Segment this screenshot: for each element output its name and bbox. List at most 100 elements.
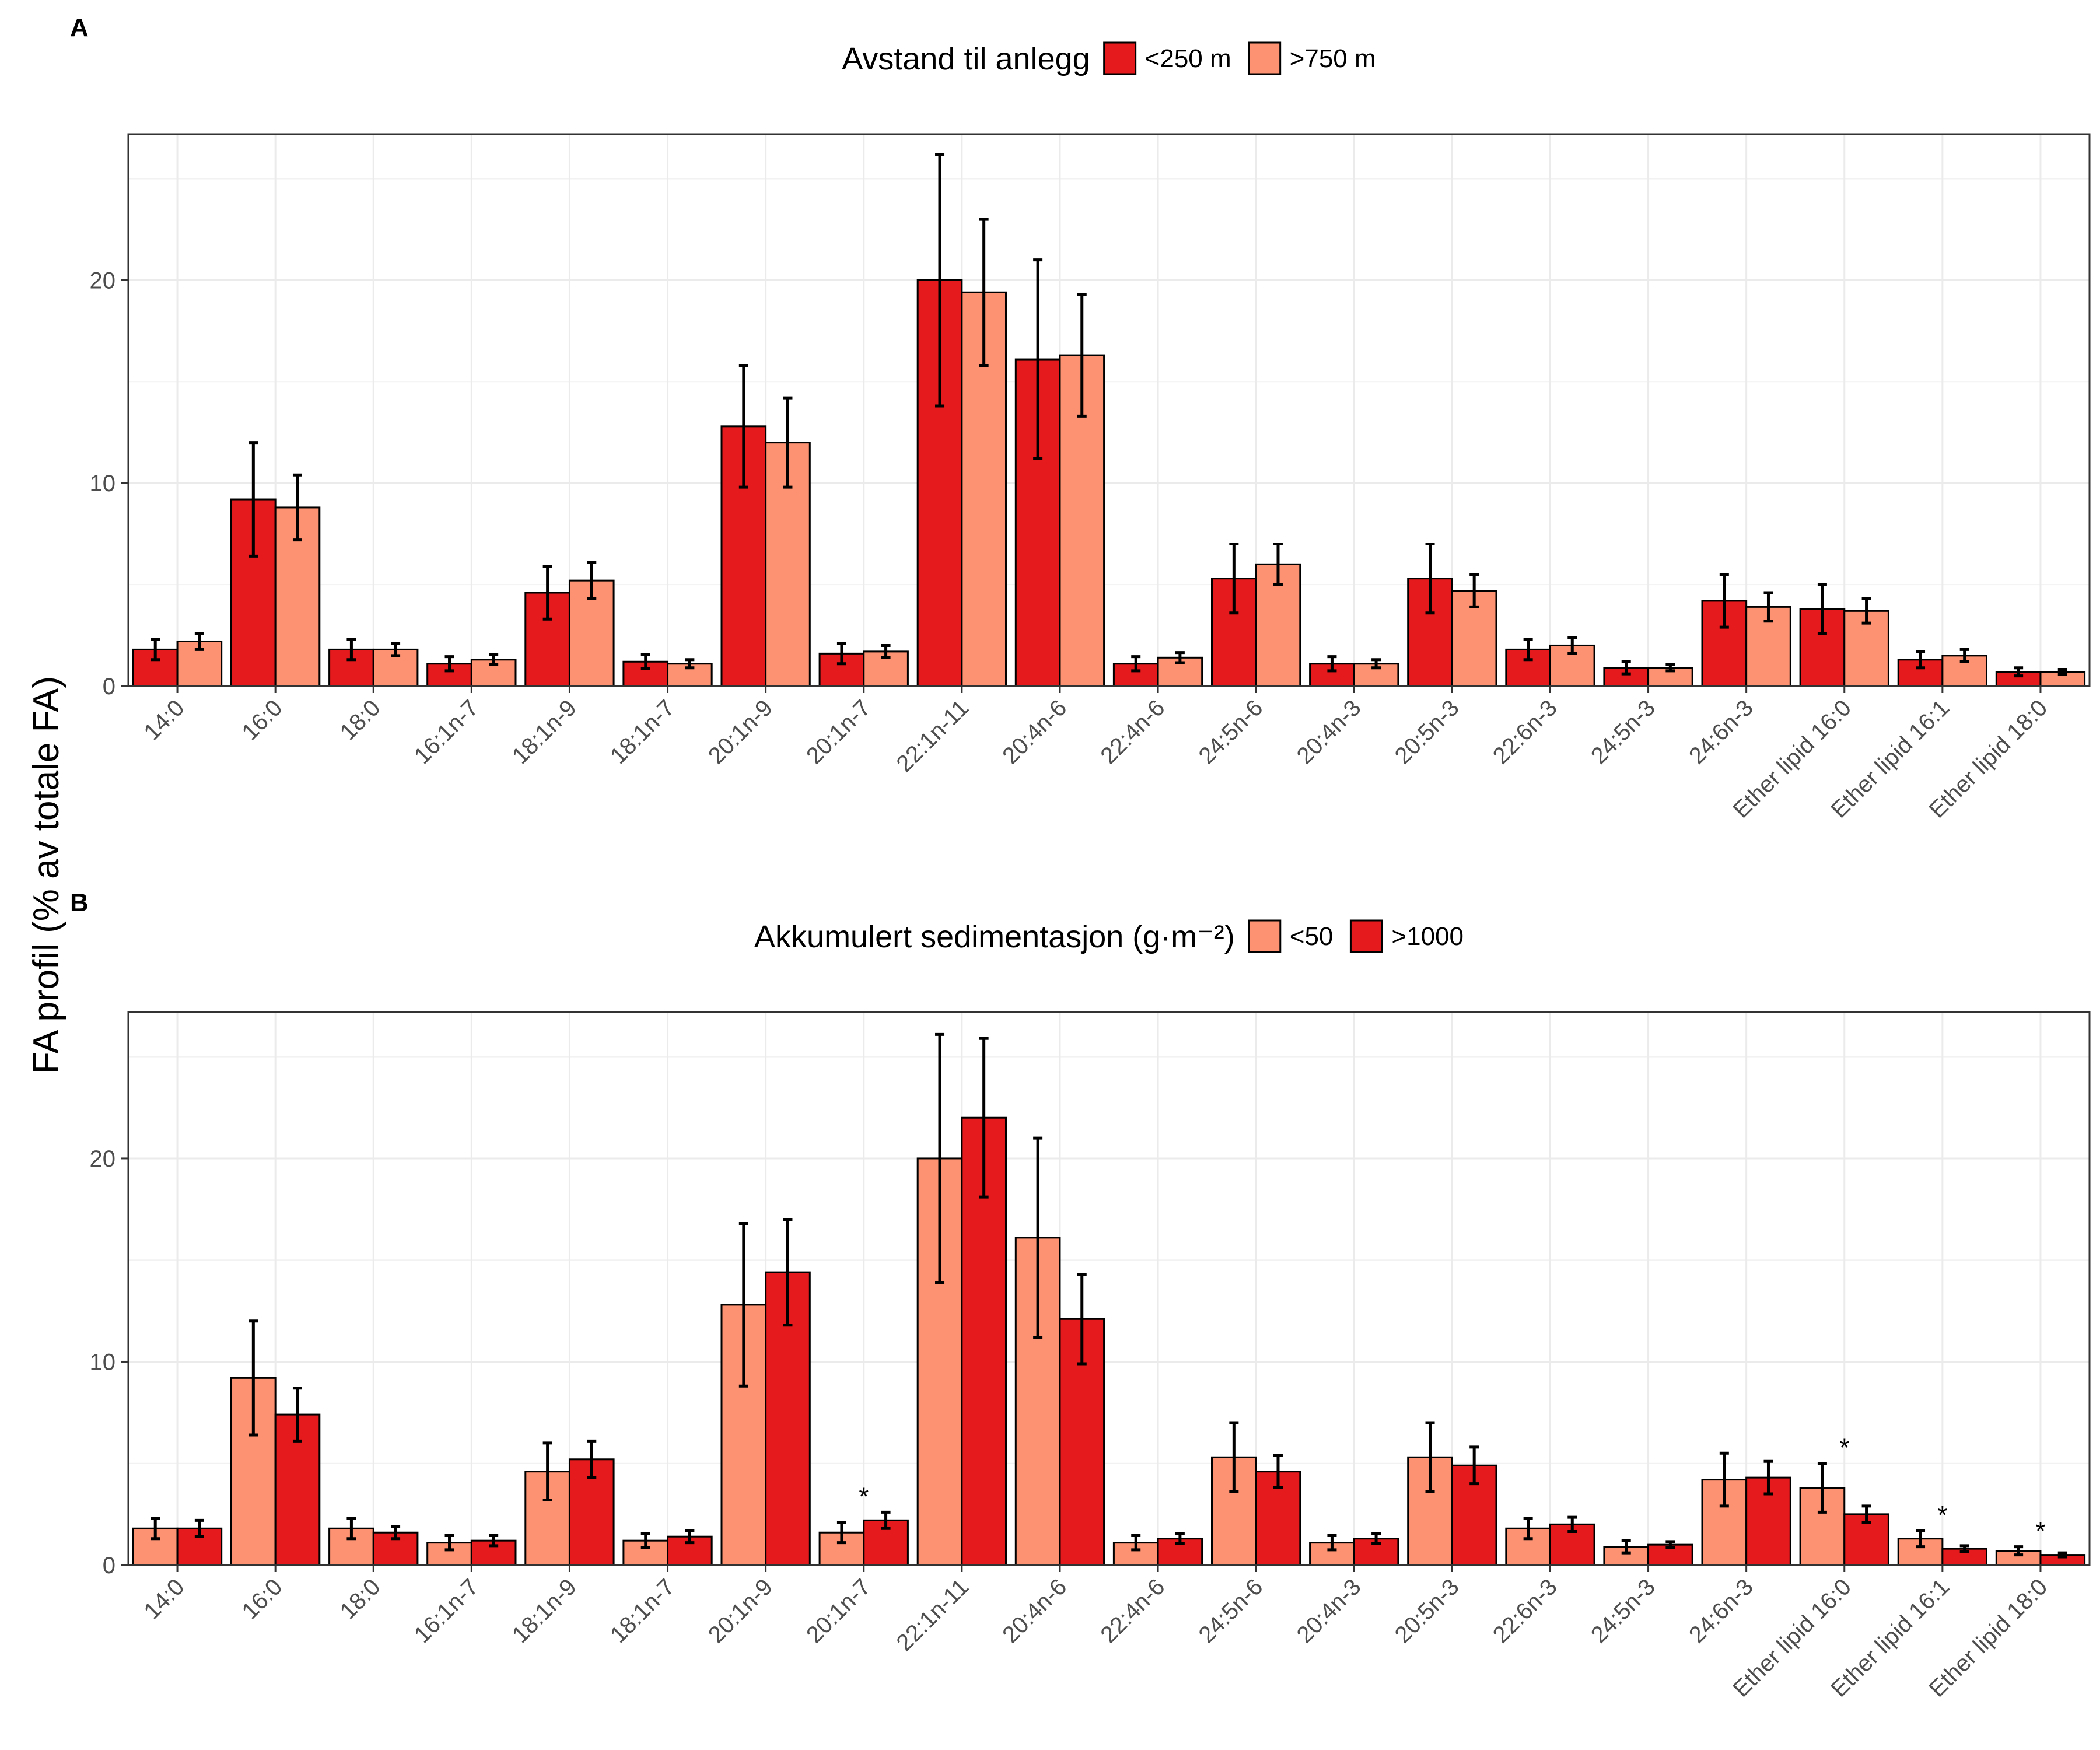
error-bar-lt-250-m-20-4n-6: [1033, 258, 1043, 460]
error-bar-lt-250-m-16-1n-7: [444, 655, 454, 673]
error-bar-lt-250-m-ether-lipid-18-0: [2014, 666, 2024, 678]
error-bar-lt-50-22-4n-6: [1131, 1534, 1141, 1552]
legend-label-gt-1000: >1000: [1391, 922, 1464, 951]
error-bar-lt-50-18-1n-9: [542, 1441, 552, 1502]
error-bar-lt-50-18-1n-7: [640, 1532, 650, 1549]
legend-key-lt-50: [1248, 919, 1282, 953]
error-bar-gt-750-m-16-1n-7: [489, 653, 499, 666]
bars: [132, 1032, 2086, 1566]
error-bar-lt-250-m-14-0: [150, 638, 160, 662]
error-bar-lt-250-m-20-5n-3: [1425, 542, 1435, 615]
error-bar-gt-750-m-24-6n-3: [1763, 591, 1773, 623]
error-bar-gt-1000-20-4n-6: [1077, 1273, 1087, 1366]
error-bar-lt-250-m-ether-lipid-16-0: [1817, 583, 1827, 635]
y-tick-label: 0: [103, 674, 116, 699]
error-bar-gt-750-m-14-0: [194, 632, 204, 651]
error-bar-lt-50-24-6n-3: [1719, 1451, 1729, 1508]
bars: [132, 153, 2086, 687]
error-bar-gt-1000-20-5n-3: [1469, 1446, 1479, 1486]
legend-key-gt-1000: [1349, 919, 1383, 953]
y-tick-label: 10: [90, 1349, 116, 1375]
error-bar-gt-750-m-20-4n-6: [1077, 293, 1087, 418]
plot-area: [128, 134, 2090, 686]
error-bar-lt-250-m-18-1n-9: [542, 565, 552, 621]
error-bar-gt-750-m-ether-lipid-16-1: [1959, 648, 1969, 663]
y-axis: 0 10 20: [90, 268, 128, 699]
y-axis-label: FA profil (% av totale FA): [26, 676, 66, 1074]
error-bar-lt-50-16-1n-7: [444, 1534, 454, 1552]
error-bar-gt-750-m-ether-lipid-18-0: [2057, 667, 2067, 676]
error-bar-gt-750-m-18-1n-7: [685, 658, 695, 670]
error-bar-gt-750-m-22-6n-3: [1567, 636, 1577, 655]
significance-marker-ether-lipid-16-0: *: [1839, 1434, 1849, 1462]
error-bar-gt-1000-24-5n-6: [1273, 1454, 1283, 1490]
error-bar-lt-50-20-4n-6: [1033, 1136, 1043, 1339]
error-bar-gt-750-m-24-5n-6: [1273, 542, 1283, 586]
y-tick-label: 0: [103, 1553, 116, 1578]
error-bar-gt-1000-16-1n-7: [489, 1534, 499, 1548]
error-bar-gt-750-m-20-1n-9: [783, 396, 793, 489]
error-bar-gt-750-m-24-5n-3: [1665, 663, 1675, 673]
error-bar-lt-50-ether-lipid-16-0: [1817, 1462, 1827, 1514]
error-bar-gt-1000-18-1n-9: [587, 1439, 597, 1479]
error-bar-lt-250-m-18-1n-7: [640, 653, 650, 670]
panel-tag: A: [70, 13, 89, 42]
error-bar-lt-50-18-0: [346, 1517, 356, 1541]
error-bar-lt-50-16-0: [249, 1320, 258, 1437]
error-bar-lt-250-m-24-6n-3: [1719, 573, 1729, 629]
error-bar-lt-250-m-16-0: [249, 441, 258, 558]
error-bar-gt-1000-14-0: [194, 1518, 204, 1538]
error-bar-gt-1000-ether-lipid-16-0: [1861, 1504, 1871, 1524]
error-bar-gt-1000-22-4n-6: [1175, 1532, 1185, 1545]
significance-marker-ether-lipid-18-0: *: [2035, 1517, 2045, 1546]
error-bar-lt-250-m-ether-lipid-16-1: [1916, 650, 1926, 670]
panel-tag: B: [70, 888, 89, 917]
error-bar-gt-1000-ether-lipid-16-1: [1959, 1544, 1969, 1553]
error-bar-lt-50-24-5n-3: [1621, 1539, 1631, 1555]
error-bar-lt-50-14-0: [150, 1517, 160, 1541]
legend-title: Avstand til anlegg: [842, 41, 1090, 76]
error-bar-gt-1000-20-1n-9: [783, 1218, 793, 1327]
error-bar-gt-1000-22-1n-11: [979, 1037, 989, 1199]
error-bar-gt-1000-24-5n-3: [1665, 1540, 1675, 1549]
bar-lt-250-m-22-4n-6: [1112, 663, 1159, 687]
legend-title: Akkumulert sedimentasjon (g·m⁻²): [754, 919, 1235, 954]
error-bar-lt-50-22-6n-3: [1523, 1517, 1533, 1541]
y-tick-label: 10: [90, 471, 116, 496]
error-bar-lt-250-m-18-0: [346, 638, 356, 662]
error-bar-lt-250-m-24-5n-6: [1229, 542, 1239, 615]
error-bar-lt-250-m-20-1n-7: [836, 642, 846, 666]
y-tick-label: 20: [90, 268, 116, 293]
error-bar-gt-750-m-22-4n-6: [1175, 651, 1185, 664]
legend: Avstand til anlegg <250 m >750 m: [842, 41, 1376, 76]
error-bar-lt-250-m-20-1n-9: [738, 363, 748, 489]
error-bar-lt-50-22-1n-11: [935, 1032, 945, 1284]
error-bar-lt-50-ether-lipid-18-0: [2014, 1545, 2024, 1557]
legend-label-lt-250-m: <250 m: [1145, 44, 1231, 73]
error-bar-lt-50-20-1n-7: [836, 1521, 846, 1545]
error-bar-lt-250-m-22-6n-3: [1523, 638, 1533, 662]
error-bar-gt-750-m-20-5n-3: [1469, 573, 1479, 608]
legend-label-lt-50: <50: [1290, 922, 1334, 951]
significance-marker-ether-lipid-16-1: *: [1937, 1501, 1947, 1530]
error-bar-gt-750-m-18-1n-9: [587, 561, 597, 600]
error-bar-gt-750-m-20-4n-3: [1371, 658, 1381, 670]
error-bar-gt-750-m-20-1n-7: [881, 643, 891, 659]
error-bar-gt-750-m-18-0: [391, 642, 401, 657]
error-bar-gt-1000-20-4n-3: [1371, 1532, 1381, 1545]
significance-marker-20-1n-7: *: [859, 1482, 869, 1511]
error-bar-gt-1000-16-0: [292, 1387, 302, 1443]
plot-area: [128, 1012, 2090, 1565]
error-bar-gt-1000-22-6n-3: [1567, 1516, 1577, 1533]
error-bar-lt-50-ether-lipid-16-1: [1916, 1529, 1926, 1549]
error-bar-gt-1000-24-6n-3: [1763, 1460, 1773, 1496]
error-bar-gt-750-m-22-1n-11: [979, 218, 989, 367]
error-bar-gt-750-m-16-0: [292, 473, 302, 542]
legend-key-gt-750-m: [1248, 41, 1282, 75]
error-bar-lt-50-20-4n-3: [1327, 1534, 1337, 1552]
error-bar-lt-50-24-5n-6: [1229, 1421, 1239, 1494]
panel-border: [127, 1011, 2091, 1566]
y-tick-label: 20: [90, 1146, 116, 1172]
error-bar-lt-250-m-24-5n-3: [1621, 660, 1631, 676]
error-bar-gt-1000-20-1n-7: [881, 1510, 891, 1530]
